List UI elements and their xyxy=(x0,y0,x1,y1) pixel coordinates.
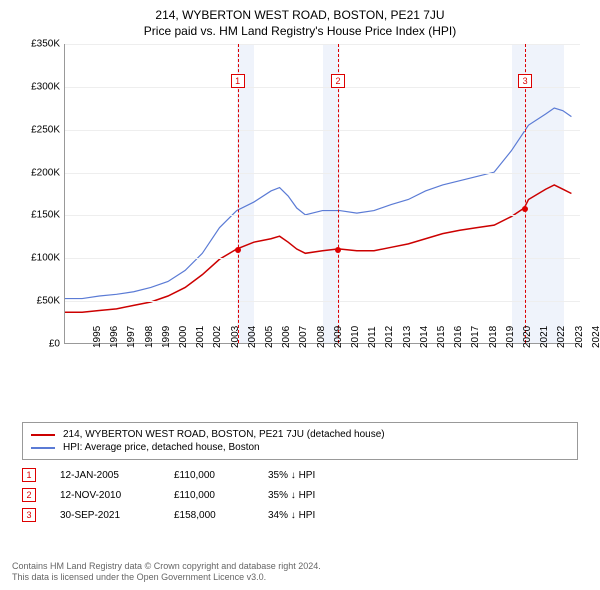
y-axis-label: £150K xyxy=(20,210,60,221)
transaction-marker-line xyxy=(238,44,239,343)
gridline-h xyxy=(65,44,580,45)
gridline-h xyxy=(65,258,580,259)
transaction-dot xyxy=(335,247,341,253)
transaction-price: £110,000 xyxy=(174,470,244,481)
legend-item: 214, WYBERTON WEST ROAD, BOSTON, PE21 7J… xyxy=(31,429,569,440)
x-axis-label: 2025 xyxy=(584,326,600,348)
legend-label: HPI: Average price, detached house, Bost… xyxy=(63,442,260,453)
gridline-h xyxy=(65,87,580,88)
gridline-h xyxy=(65,173,580,174)
transaction-dot xyxy=(522,206,528,212)
y-axis-label: £250K xyxy=(20,124,60,135)
transaction-marker-box: 2 xyxy=(331,74,345,88)
plot-area: 1 2 3 xyxy=(64,44,580,344)
transaction-hpi-diff: 35% ↓ HPI xyxy=(268,490,348,501)
footer-line1: Contains HM Land Registry data © Crown c… xyxy=(12,561,321,573)
transaction-dot xyxy=(235,247,241,253)
y-axis-label: £50K xyxy=(20,296,60,307)
gridline-h xyxy=(65,301,580,302)
transaction-number: 2 xyxy=(22,488,36,502)
gridline-h xyxy=(65,215,580,216)
line-chart-svg xyxy=(65,44,580,343)
footer-line2: This data is licensed under the Open Gov… xyxy=(12,572,321,584)
transaction-number: 1 xyxy=(22,468,36,482)
address-title: 214, WYBERTON WEST ROAD, BOSTON, PE21 7J… xyxy=(10,8,590,22)
legend-swatch xyxy=(31,434,55,436)
legend-label: 214, WYBERTON WEST ROAD, BOSTON, PE21 7J… xyxy=(63,429,385,440)
legend-swatch xyxy=(31,447,55,449)
legend: 214, WYBERTON WEST ROAD, BOSTON, PE21 7J… xyxy=(22,422,578,460)
transaction-row: 2 12-NOV-2010 £110,000 35% ↓ HPI xyxy=(22,488,578,502)
transaction-marker-line xyxy=(525,44,526,343)
transactions-table: 1 12-JAN-2005 £110,000 35% ↓ HPI 2 12-NOV-201… xyxy=(22,468,578,522)
transaction-row: 1 12-JAN-2005 £110,000 35% ↓ HPI xyxy=(22,468,578,482)
transaction-marker-box: 1 xyxy=(231,74,245,88)
y-axis-label: £300K xyxy=(20,81,60,92)
chart-titles: 214, WYBERTON WEST ROAD, BOSTON, PE21 7J… xyxy=(10,8,590,38)
transaction-marker-line xyxy=(338,44,339,343)
chart-subtitle: Price paid vs. HM Land Registry's House … xyxy=(10,24,590,38)
transaction-date: 12-NOV-2010 xyxy=(60,490,150,501)
transaction-price: £158,000 xyxy=(174,510,244,521)
transaction-hpi-diff: 35% ↓ HPI xyxy=(268,470,348,481)
footer-attribution: Contains HM Land Registry data © Crown c… xyxy=(12,561,321,584)
transaction-date: 12-JAN-2005 xyxy=(60,470,150,481)
y-axis-label: £200K xyxy=(20,167,60,178)
transaction-row: 3 30-SEP-2021 £158,000 34% ↓ HPI xyxy=(22,508,578,522)
transaction-number: 3 xyxy=(22,508,36,522)
series-price_paid xyxy=(65,185,571,312)
y-axis-label: £100K xyxy=(20,253,60,264)
legend-item: HPI: Average price, detached house, Bost… xyxy=(31,442,569,453)
y-axis-label: £0 xyxy=(20,339,60,350)
transaction-marker-box: 3 xyxy=(518,74,532,88)
transaction-hpi-diff: 34% ↓ HPI xyxy=(268,510,348,521)
gridline-h xyxy=(65,130,580,131)
chart-area: 123 £0£50K£100K£150K£200K£250K£300K£350K… xyxy=(20,44,580,374)
transaction-price: £110,000 xyxy=(174,490,244,501)
transaction-date: 30-SEP-2021 xyxy=(60,510,150,521)
series-hpi xyxy=(65,108,571,299)
y-axis-label: £350K xyxy=(20,39,60,50)
